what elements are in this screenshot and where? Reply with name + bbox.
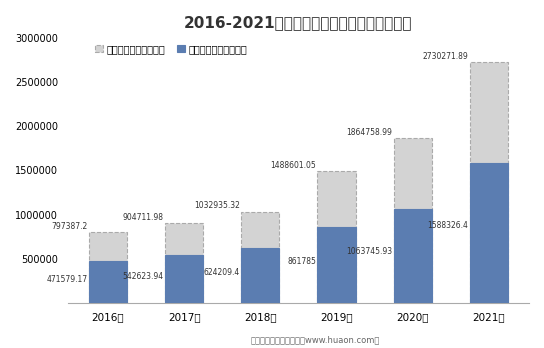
Title: 2016-2021年汇川技术总资产及净资产统计图: 2016-2021年汇川技术总资产及净资产统计图 xyxy=(184,15,413,30)
Text: 制图：华经产业研究院（www.huaon.com）: 制图：华经产业研究院（www.huaon.com） xyxy=(251,335,380,345)
Text: 471579.17: 471579.17 xyxy=(46,276,87,284)
Bar xyxy=(470,62,508,303)
Bar xyxy=(470,163,508,303)
Bar xyxy=(394,138,432,303)
Text: 542623.94: 542623.94 xyxy=(122,272,164,281)
Text: 1063745.93: 1063745.93 xyxy=(346,247,392,256)
Bar xyxy=(394,209,432,303)
Text: 1588326.4: 1588326.4 xyxy=(428,221,468,230)
Text: 1488601.05: 1488601.05 xyxy=(270,161,316,170)
Bar xyxy=(318,172,356,303)
Text: 904711.98: 904711.98 xyxy=(122,213,164,222)
Legend: 汇川技术总资产：万元, 汇川技术净资产：万元: 汇川技术总资产：万元, 汇川技术净资产：万元 xyxy=(91,40,251,58)
Bar xyxy=(165,223,203,303)
Text: 797387.2: 797387.2 xyxy=(51,222,87,231)
Bar xyxy=(89,232,127,303)
Text: 1864758.99: 1864758.99 xyxy=(347,128,392,137)
Text: 624209.4: 624209.4 xyxy=(203,268,240,277)
Text: 2730271.89: 2730271.89 xyxy=(423,52,468,61)
Bar xyxy=(89,261,127,303)
Text: 861785: 861785 xyxy=(287,256,316,266)
Bar xyxy=(318,227,356,303)
Bar xyxy=(165,255,203,303)
Text: 1032935.32: 1032935.32 xyxy=(194,201,240,210)
Bar xyxy=(241,248,280,303)
Bar xyxy=(241,212,280,303)
